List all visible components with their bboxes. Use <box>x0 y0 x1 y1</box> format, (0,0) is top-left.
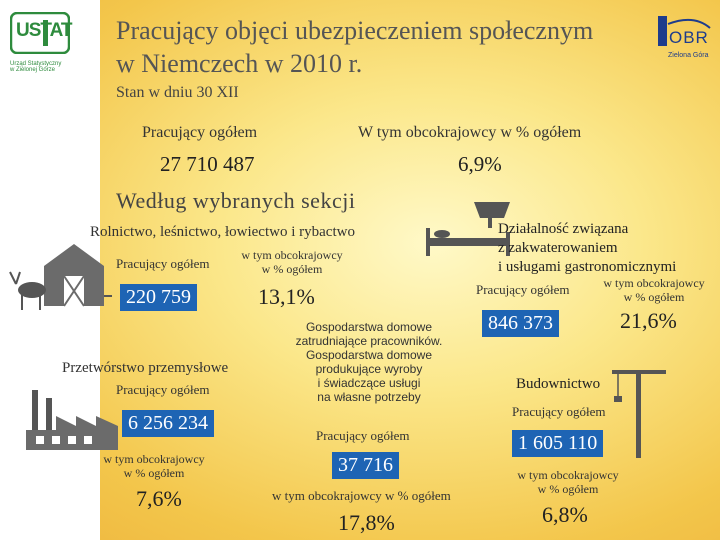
households-workers-label: Pracujący ogółem <box>316 428 410 443</box>
construction-foreign-label-line2: w % ogółem <box>537 482 599 496</box>
obr-logo-icon <box>658 16 711 46</box>
crane-icon <box>612 370 666 458</box>
accommodation-foreign-label-line2: w % ogółem <box>623 290 685 304</box>
page-title: Pracujący objęci ubezpieczeniem społeczn… <box>116 14 656 80</box>
industry-workers-value: 6 256 234 <box>122 410 214 437</box>
total-workers-label: Pracujący ogółem <box>142 124 258 141</box>
construction-foreign-label: w tym obcokrajowcy w % ogółem <box>506 468 630 496</box>
industry-foreign-label-line1: w tym obcokrajowcy <box>103 452 205 466</box>
accommodation-workers-label: Pracujący ogółem <box>476 282 570 297</box>
agriculture-foreign-label: w tym obcokrajowcy w % ogółem <box>230 248 354 276</box>
households-title: Gospodarstwa domowe zatrudniające pracow… <box>284 320 454 404</box>
page-subtitle: Stan w dniu 30 XII <box>116 84 239 101</box>
agriculture-title: Rolnictwo, leśnictwo, łowiectwo i rybact… <box>90 224 355 240</box>
households-title-line2: zatrudniające pracowników. <box>295 334 443 348</box>
households-workers-value: 37 716 <box>332 452 399 479</box>
total-workers-value: 27 710 487 <box>160 152 255 176</box>
ustat-caption-line2: w Zielonej Górze <box>10 67 56 73</box>
industry-title: Przetwórstwo przemysłowe <box>62 360 229 376</box>
accommodation-foreign-label-line1: w tym obcokrajowcy <box>603 276 705 290</box>
households-title-line1: Gospodarstwa domowe <box>305 320 433 334</box>
industry-foreign-label-line2: w % ogółem <box>123 466 185 480</box>
households-title-line3: Gospodarstwa domowe <box>305 348 433 362</box>
factory-icon <box>26 390 118 450</box>
title-line-1: Pracujący objęci ubezpieczeniem społeczn… <box>116 16 594 45</box>
accommodation-workers-value: 846 373 <box>482 310 559 337</box>
sections-heading: Według wybranych sekcji <box>116 188 356 213</box>
households-foreign-value: 17,8% <box>338 510 395 535</box>
title-line-2: w Niemczech w 2010 r. <box>116 49 363 78</box>
agriculture-foreign-label-line1: w tym obcokrajowcy <box>241 248 343 262</box>
obr-logo-text: OBR <box>669 28 709 47</box>
ustat-logo: USTAT Urząd Statystyczny w Zielonej Górz… <box>9 11 73 73</box>
households-title-line5: i świadczące usługi <box>317 376 421 390</box>
construction-foreign-label-line1: w tym obcokrajowcy <box>517 468 619 482</box>
industry-foreign-label: w tym obcokrajowcy w % ogółem <box>94 452 214 480</box>
households-title-line4: produkujące wyroby <box>315 362 423 376</box>
agriculture-foreign-label-line2: w % ogółem <box>261 262 323 276</box>
farm-barn-icon <box>9 244 112 310</box>
accommodation-title: Działalność związana z zakwaterowaniem i… <box>498 220 676 277</box>
agriculture-workers-value: 220 759 <box>120 284 197 311</box>
accommodation-title-line3: i usługami gastronomicznymi <box>498 259 677 275</box>
accommodation-title-line2: z zakwaterowaniem <box>498 240 618 256</box>
accommodation-title-line1: Działalność związana <box>498 221 629 237</box>
accommodation-foreign-value: 21,6% <box>620 308 677 333</box>
ustat-logo-icon <box>9 11 71 55</box>
construction-workers-label: Pracujący ogółem <box>512 404 606 419</box>
industry-workers-label: Pracujący ogółem <box>116 382 210 397</box>
construction-title: Budownictwo <box>516 376 601 392</box>
total-foreigners-value: 6,9% <box>458 152 502 176</box>
ustat-caption-line1: Urząd Statystyczny <box>10 61 62 67</box>
accommodation-foreign-label: w tym obcokrajowcy w % ogółem <box>592 276 716 304</box>
agriculture-foreign-value: 13,1% <box>258 284 315 309</box>
bed-and-cup-icon <box>426 202 510 256</box>
households-title-line6: na własne potrzeby <box>317 390 421 404</box>
households-foreign-label: w tym obcokrajowcy w % ogółem <box>272 488 451 503</box>
obr-caption: Zielona Góra <box>668 52 709 59</box>
total-foreigners-label: W tym obcokrajowcy w % ogółem <box>358 124 582 141</box>
construction-workers-value: 1 605 110 <box>512 430 604 457</box>
agriculture-workers-label: Pracujący ogółem <box>116 256 210 271</box>
ustat-logo-text: USTAT <box>16 20 73 41</box>
construction-foreign-value: 6,8% <box>542 502 588 527</box>
industry-foreign-value: 7,6% <box>136 486 182 511</box>
obr-logo: OBR Zielona Góra <box>654 12 714 64</box>
